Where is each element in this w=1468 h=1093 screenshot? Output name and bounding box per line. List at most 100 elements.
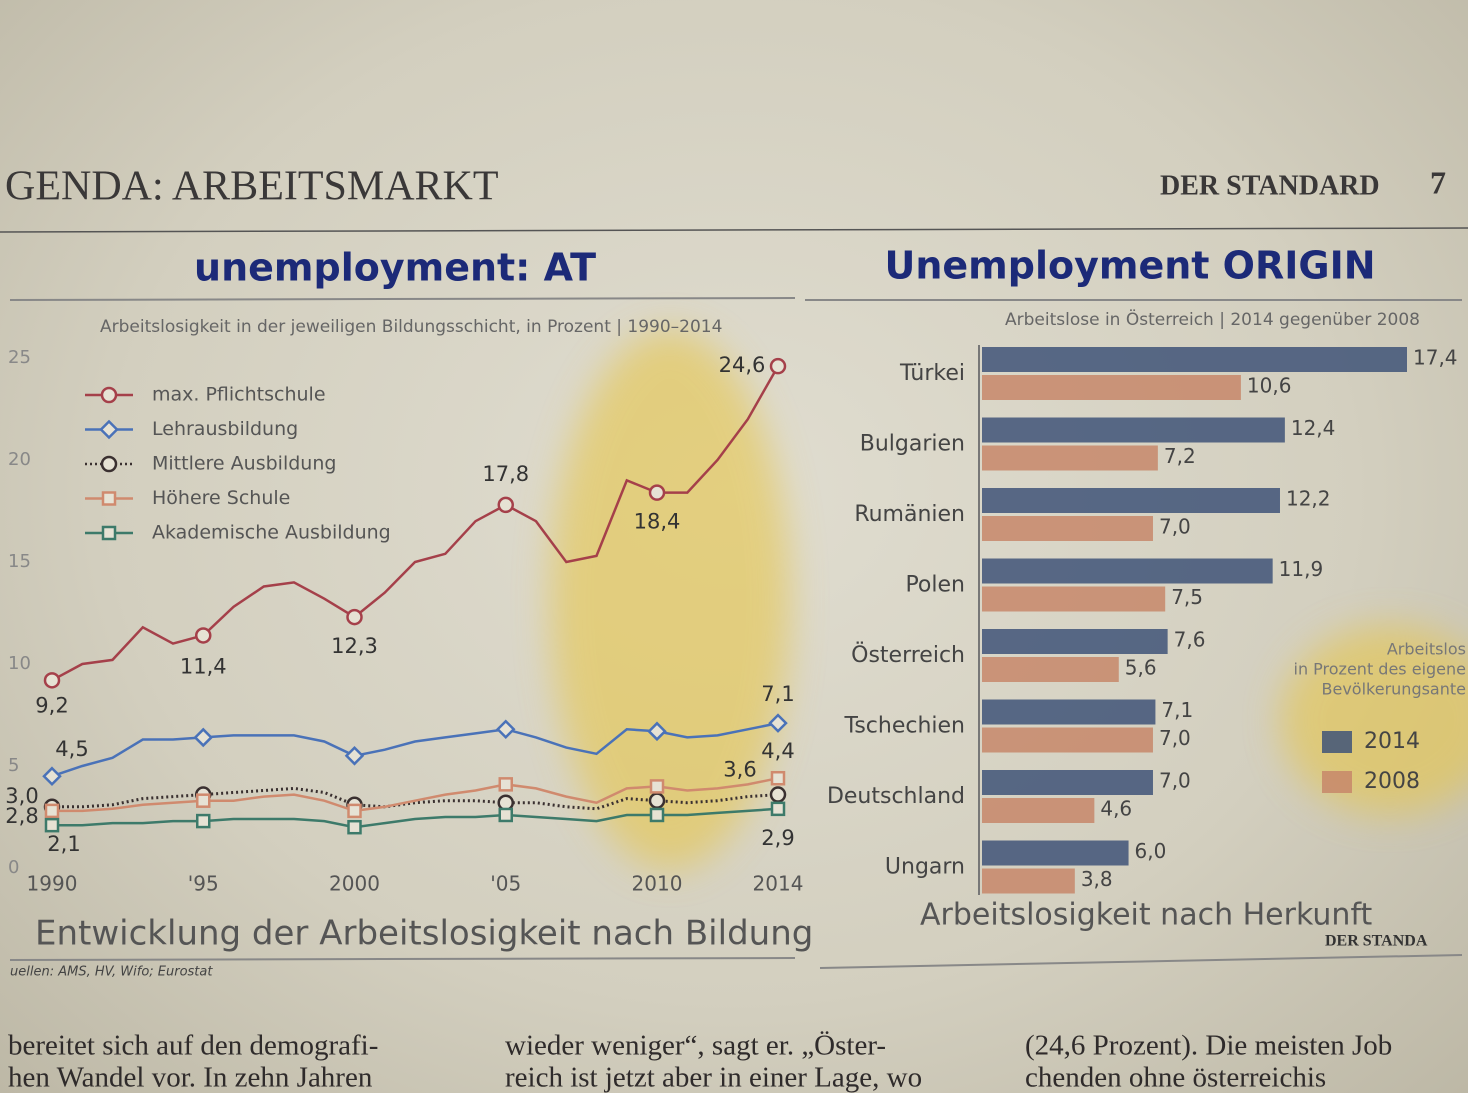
- bar: [982, 699, 1156, 725]
- legend-title: in Prozent des eigene: [1294, 660, 1467, 679]
- section-title: GENDA: ARBEITSMARKT: [5, 164, 499, 210]
- value-label: 9,2: [35, 693, 68, 717]
- marker: [44, 817, 60, 833]
- y-tick-label: 15: [8, 551, 31, 572]
- value-label: 7,0: [1159, 515, 1191, 539]
- marker: [649, 807, 665, 823]
- value-label: 12,4: [1291, 416, 1336, 440]
- marker: [770, 801, 786, 817]
- bar: [982, 868, 1075, 894]
- y-tick-label: 0: [8, 857, 19, 878]
- chart-title: Entwicklung der Arbeitslosigkeit nach Bi…: [35, 914, 813, 954]
- marker: [769, 786, 787, 803]
- marker: [648, 792, 666, 809]
- value-label: 7,1: [761, 682, 794, 706]
- value-label: 4,5: [55, 737, 88, 761]
- value-label: 7,5: [1171, 585, 1203, 609]
- body-text: (24,6 Prozent). Die meisten Job: [1025, 1030, 1392, 1062]
- x-tick-label: 2014: [753, 872, 804, 896]
- source: uellen: AMS, HV, Wifo; Eurostat: [10, 965, 213, 980]
- legend-title: Bevölkerungsante: [1322, 680, 1466, 699]
- value-label: 3,0: [5, 784, 38, 808]
- category-label: Polen: [905, 573, 965, 598]
- value-label: 11,4: [180, 654, 227, 678]
- category-label: Deutschland: [827, 784, 965, 809]
- body-text: bereitet sich auf den demografi-: [8, 1030, 378, 1062]
- value-label: 2,9: [761, 826, 794, 850]
- legend-label: Mittlere Ausbildung: [152, 453, 336, 475]
- legend-label: 2008: [1364, 769, 1420, 794]
- category-label: Ungarn: [885, 855, 965, 880]
- highlight: [550, 330, 790, 870]
- marker: [498, 807, 513, 823]
- marker: [42, 766, 62, 786]
- marker: [196, 813, 211, 829]
- x-tick-label: 2010: [632, 872, 683, 896]
- value-label: 3,8: [1081, 867, 1113, 891]
- rule: [9, 957, 796, 961]
- bar: [982, 770, 1153, 795]
- overlay-title: unemployment: AT: [194, 246, 596, 290]
- value-label: 4,4: [761, 739, 794, 763]
- bar: [982, 840, 1129, 866]
- marker: [647, 721, 667, 742]
- value-label: 7,1: [1161, 698, 1193, 722]
- bar: [982, 558, 1273, 584]
- marker: [193, 727, 214, 748]
- bar: [982, 798, 1095, 823]
- value-label: 7,0: [1159, 726, 1191, 750]
- legend-swatch: [1322, 731, 1352, 753]
- paper-name: DER STANDARD: [1160, 170, 1380, 201]
- marker: [196, 793, 211, 808]
- x-tick-label: '95: [188, 872, 219, 896]
- value-label: 12,3: [331, 634, 378, 658]
- marker: [497, 794, 514, 811]
- marker: [346, 608, 363, 626]
- bar: [982, 727, 1153, 753]
- rule: [819, 954, 1463, 969]
- marker: [100, 386, 118, 404]
- marker: [768, 713, 788, 733]
- bar: [982, 488, 1280, 513]
- legend-label: max. Pflichtschule: [152, 384, 326, 406]
- bar: [982, 657, 1119, 682]
- legend-title: Arbeitslos: [1387, 640, 1466, 659]
- marker: [498, 777, 513, 792]
- body-text: reich ist jetzt aber in einer Lage, wo: [505, 1062, 922, 1093]
- value-label: 2,1: [47, 832, 80, 856]
- rule: [0, 227, 1468, 233]
- value-label: 3,6: [723, 758, 756, 782]
- marker: [101, 491, 117, 506]
- body-text: chenden ohne österreichis: [1025, 1062, 1326, 1093]
- bar: [982, 516, 1153, 541]
- bar: [982, 375, 1241, 400]
- x-tick-label: 1990: [27, 872, 78, 896]
- legend-label: 2014: [1364, 729, 1420, 754]
- y-tick-label: 5: [8, 755, 19, 776]
- marker: [43, 672, 61, 689]
- credit: DER STANDA: [1325, 933, 1428, 950]
- marker: [101, 525, 117, 541]
- value-label: 18,4: [634, 510, 681, 534]
- category-label: Österreich: [851, 642, 965, 668]
- marker: [347, 803, 362, 819]
- chart-subtitle: Arbeitslosigkeit in der jeweiligen Bildu…: [100, 317, 722, 337]
- marker: [347, 819, 362, 835]
- value-label: 11,9: [1279, 557, 1324, 581]
- bar: [982, 347, 1407, 372]
- category-label: Tschechien: [844, 714, 965, 739]
- marker: [648, 484, 666, 501]
- marker: [344, 746, 365, 766]
- category-label: Bulgarien: [860, 432, 965, 457]
- y-tick-label: 20: [8, 449, 31, 470]
- body-text: wieder weniger“, sagt er. „Öster-: [505, 1030, 886, 1062]
- legend-swatch: [1322, 771, 1352, 793]
- overlay-title: Unemployment ORIGIN: [884, 244, 1375, 288]
- bar: [982, 586, 1166, 612]
- marker: [497, 496, 514, 514]
- x-tick-label: 2000: [329, 872, 380, 896]
- value-label: 4,6: [1100, 797, 1132, 821]
- legend-label: Höhere Schule: [152, 487, 290, 509]
- value-label: 12,2: [1286, 487, 1331, 511]
